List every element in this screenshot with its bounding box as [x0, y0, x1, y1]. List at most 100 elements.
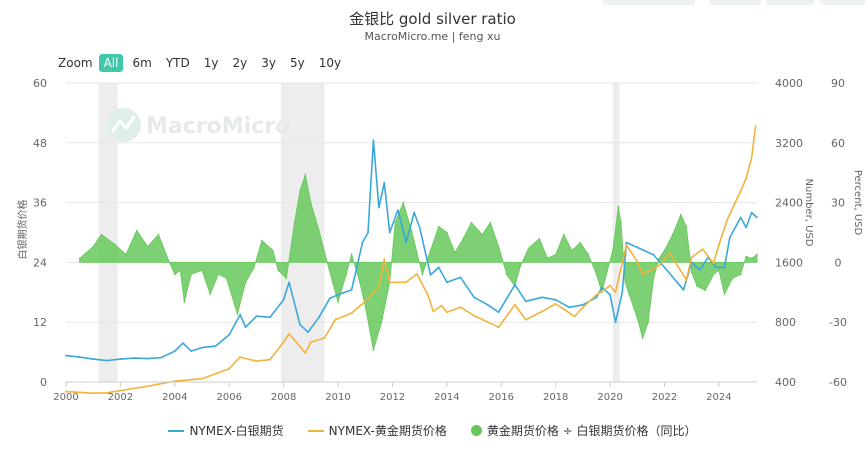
- data-point: [416, 251, 418, 254]
- y-right2-tick-label: -60: [829, 376, 847, 389]
- data-point: [255, 315, 258, 318]
- data-point: [65, 354, 67, 357]
- legend-dot-icon: [470, 425, 482, 436]
- legend-item-silver[interactable]: NYMEX-白银期货: [168, 422, 284, 439]
- data-point: [636, 317, 639, 320]
- data-point: [750, 257, 753, 260]
- y-left-axis-title: 白银期货价格: [16, 200, 29, 260]
- zoom-button-5y[interactable]: 5y: [289, 56, 305, 70]
- data-point: [92, 392, 95, 395]
- data-point: [288, 281, 290, 284]
- x-tick-label: 2002: [108, 392, 133, 403]
- data-point: [383, 258, 386, 260]
- y-right2-tick-label: 0: [835, 256, 842, 269]
- legend-item-ratio[interactable]: 黄金期货价格 ÷ 白银期货价格（同比）: [470, 422, 697, 439]
- data-point: [293, 221, 296, 224]
- data-point: [652, 254, 655, 256]
- data-point: [621, 291, 624, 294]
- data-point: [647, 321, 649, 324]
- legend: NYMEX-白银期货 NYMEX-黄金期货价格 黄金期货价格 ÷ 白银期货价格（…: [0, 422, 865, 439]
- data-point: [699, 269, 701, 271]
- data-point: [65, 390, 67, 393]
- data-point: [704, 289, 707, 292]
- data-point: [255, 360, 258, 363]
- zoom-button-2y[interactable]: 2y: [232, 56, 248, 70]
- x-tick-label: 2000: [53, 392, 78, 403]
- data-point: [680, 213, 682, 216]
- recession-band: [98, 83, 118, 382]
- data-point: [405, 281, 407, 284]
- data-point: [380, 321, 383, 324]
- data-point: [617, 205, 620, 208]
- data-point: [739, 273, 742, 276]
- data-point: [473, 314, 475, 317]
- chart-subtitle: MacroMicro.me | feng xu: [364, 30, 501, 43]
- data-point: [473, 296, 475, 299]
- zoom-button-10y[interactable]: 10y: [318, 56, 342, 70]
- data-point: [486, 303, 489, 306]
- zoom-button-3y[interactable]: 3y: [261, 56, 276, 70]
- data-point: [285, 277, 288, 280]
- data-point: [277, 269, 280, 272]
- data-point: [350, 288, 353, 291]
- data-point: [239, 356, 242, 358]
- legend-label: NYMEX-白银期货: [189, 424, 284, 438]
- data-point: [361, 241, 364, 244]
- data-point: [388, 231, 391, 234]
- data-point: [350, 312, 353, 314]
- data-point: [437, 225, 440, 228]
- data-point: [337, 293, 339, 296]
- data-point: [429, 249, 432, 252]
- y-left-tick-label: 36: [33, 197, 47, 210]
- data-point: [571, 249, 573, 252]
- data-point: [307, 331, 309, 334]
- data-point: [378, 206, 380, 209]
- zoom-button-6m[interactable]: 6m: [132, 56, 152, 70]
- data-point: [432, 310, 435, 313]
- series-area-ratio-yoy[interactable]: [79, 173, 758, 351]
- data-point: [416, 273, 418, 275]
- data-point: [514, 303, 516, 306]
- data-point: [527, 247, 530, 250]
- data-point: [625, 244, 628, 246]
- data-point: [244, 281, 247, 284]
- data-point: [190, 350, 193, 352]
- data-point: [160, 356, 163, 359]
- data-point: [299, 323, 301, 326]
- zoom-button-1y[interactable]: 1y: [203, 56, 219, 70]
- data-point: [236, 313, 239, 316]
- zoom-button-ytd[interactable]: YTD: [165, 56, 190, 70]
- data-point: [701, 248, 704, 251]
- data-point: [173, 350, 176, 352]
- data-point: [119, 358, 122, 360]
- legend-label: 黄金期货价格 ÷ 白银期货价格（同比）: [486, 424, 697, 438]
- data-point: [372, 349, 375, 351]
- data-point: [641, 273, 644, 275]
- data-point: [372, 139, 375, 142]
- data-point: [696, 285, 698, 288]
- data-point: [497, 245, 500, 248]
- data-point: [269, 358, 271, 361]
- data-point: [587, 253, 590, 256]
- data-point: [367, 231, 369, 234]
- data-point: [541, 310, 543, 313]
- y-right1-axis-title: Number, USD: [803, 179, 814, 247]
- data-point: [350, 253, 353, 256]
- series-line-silver[interactable]: [65, 139, 758, 362]
- y-right2-tick-label: 90: [831, 77, 845, 90]
- data-point: [620, 221, 622, 224]
- data-point: [446, 281, 448, 284]
- data-point: [272, 249, 274, 252]
- data-point: [658, 264, 660, 267]
- data-point: [579, 241, 581, 244]
- data-point: [239, 313, 242, 316]
- legend-item-gold[interactable]: NYMEX-黄金期货价格: [307, 422, 447, 439]
- data-point: [470, 221, 473, 224]
- data-point: [595, 296, 598, 299]
- data-point: [135, 229, 138, 232]
- zoom-button-all[interactable]: All: [98, 54, 124, 72]
- data-point: [304, 173, 307, 176]
- data-point: [754, 125, 757, 128]
- data-point: [614, 291, 617, 294]
